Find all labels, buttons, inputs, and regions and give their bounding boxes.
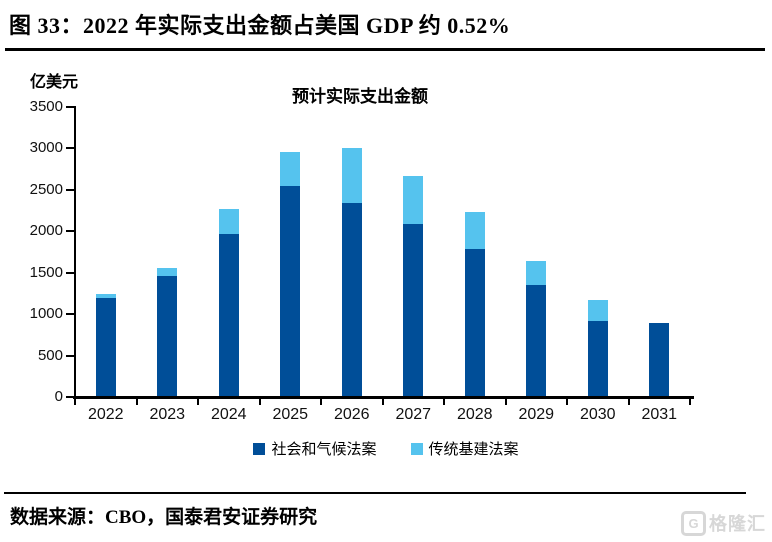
x-axis-tick — [566, 399, 568, 405]
x-axis-label-2026: 2026 — [333, 406, 370, 423]
chart-legend: 社会和气候法案 传统基建法案 — [0, 438, 772, 459]
x-axis-label-2025: 2025 — [272, 406, 309, 423]
y-axis-line — [74, 106, 76, 399]
gelonghui-logo-icon: G — [681, 510, 706, 536]
bar-segment-2028 — [464, 249, 485, 396]
x-axis-line — [73, 396, 694, 399]
x-axis-tick — [689, 399, 691, 405]
bar-segment-2026 — [341, 148, 362, 203]
title-divider — [5, 48, 765, 51]
figure-title: 图 33：2022 年实际支出金额占美国 GDP 约 0.52% — [9, 13, 511, 38]
x-axis-tick — [135, 399, 138, 405]
legend-item-social-climate: 社会和气候法案 — [253, 438, 377, 459]
y-axis-unit-label: 亿美元 — [30, 74, 79, 91]
bar-segment-2025 — [280, 151, 301, 186]
bar-segment-2024 — [218, 208, 239, 235]
y-tick-label: 0 — [54, 388, 63, 405]
bar-segment-2030 — [587, 320, 608, 396]
chart-title: 预计实际支出金额 — [292, 87, 428, 106]
y-tick-label: 1500 — [29, 263, 63, 281]
y-axis-tick — [66, 354, 74, 357]
x-axis-label-2027: 2027 — [395, 406, 432, 423]
bar-segment-2027 — [403, 224, 424, 396]
legend-label: 传统基建法案 — [428, 442, 519, 458]
y-tick-label: 1000 — [29, 305, 63, 323]
x-axis-label-2022: 2022 — [87, 406, 124, 423]
y-axis-tick — [66, 147, 74, 150]
bar-segment-2028 — [464, 212, 485, 250]
x-axis-tick — [504, 399, 507, 405]
y-axis-tick — [66, 230, 74, 233]
y-axis-tick — [66, 396, 74, 398]
bar-segment-2027 — [403, 175, 424, 225]
x-axis-tick — [320, 399, 322, 405]
x-axis-tick — [627, 399, 630, 405]
x-axis-tick — [197, 399, 199, 405]
y-tick-label: 2500 — [29, 180, 63, 198]
y-axis-tick — [66, 271, 74, 274]
x-axis-tick — [381, 399, 384, 405]
x-axis-tick — [258, 399, 261, 405]
x-axis-tick — [443, 399, 445, 405]
bar-segment-2031 — [649, 323, 670, 396]
data-source-text: 数据来源：CBO，国泰君安证券研究 — [10, 507, 318, 528]
x-axis-label-2023: 2023 — [149, 406, 186, 423]
bar-segment-2024 — [218, 234, 239, 396]
bar-segment-2023 — [157, 275, 178, 396]
legend-swatch-light-blue — [410, 442, 423, 455]
bar-segment-2025 — [280, 185, 301, 396]
footer-divider — [4, 492, 746, 494]
x-axis-label-2029: 2029 — [518, 406, 555, 423]
gelonghui-watermark: G 格隆汇 — [681, 510, 766, 536]
gelonghui-logo-text: 格隆汇 — [709, 514, 766, 534]
y-tick-label: 3000 — [29, 139, 63, 157]
x-axis-label-2028: 2028 — [456, 406, 493, 423]
y-tick-label: 500 — [37, 346, 63, 364]
legend-item-infrastructure: 传统基建法案 — [410, 438, 519, 459]
bar-segment-2029 — [526, 284, 547, 396]
x-axis-label-2024: 2024 — [210, 406, 247, 423]
y-tick-label: 2000 — [29, 222, 63, 240]
bar-segment-2030 — [587, 299, 608, 321]
y-tick-label: 3500 — [29, 98, 63, 115]
y-axis-tick — [66, 106, 74, 108]
legend-swatch-dark-blue — [253, 442, 266, 455]
bar-segment-2022 — [95, 298, 116, 396]
bar-segment-2023 — [157, 268, 178, 276]
bar-segment-2029 — [526, 260, 547, 285]
bar-segment-2022 — [95, 294, 116, 299]
y-axis-tick — [66, 188, 74, 191]
y-axis-tick — [66, 313, 74, 316]
legend-label: 社会和气候法案 — [271, 442, 377, 458]
x-axis-label-2030: 2030 — [579, 406, 616, 423]
x-axis-label-2031: 2031 — [641, 406, 678, 423]
x-axis-tick — [74, 399, 76, 405]
bar-segment-2026 — [341, 202, 362, 396]
